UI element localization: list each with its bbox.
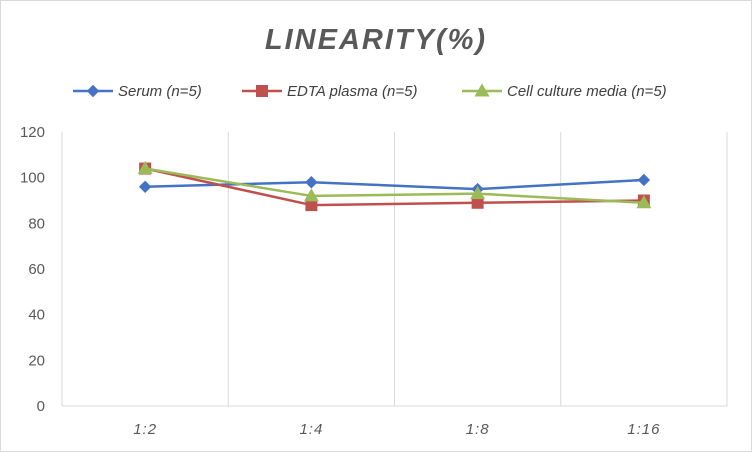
series-3	[137, 160, 652, 209]
y-tick-label: 0	[37, 398, 45, 415]
data-point	[636, 195, 652, 209]
chart-legend: Serum (n=5) EDTA plasma (n=5) Cell culture…	[73, 83, 667, 100]
legend-label: Cell culture media (n=5)	[507, 83, 667, 100]
y-tick-label: 120	[20, 124, 45, 141]
y-tick-label: 40	[28, 307, 45, 324]
series-line	[144, 167, 644, 207]
y-tick-label: 100	[20, 170, 45, 187]
data-point	[138, 180, 152, 194]
y-tick-label: 80	[28, 215, 45, 232]
y-tick-label: 20	[28, 352, 45, 369]
legend-item: EDTA plasma (n=5)	[242, 83, 417, 100]
legend-marker	[256, 85, 268, 97]
legend-label: Serum (n=5)	[118, 83, 202, 100]
y-tick-label: 60	[28, 261, 45, 278]
data-point	[137, 160, 153, 174]
series-layer	[137, 160, 652, 212]
legend-label: EDTA plasma (n=5)	[287, 83, 417, 100]
legend-item: Serum (n=5)	[73, 83, 202, 100]
data-point	[470, 186, 486, 200]
legend-marker	[86, 84, 100, 98]
data-point	[305, 176, 318, 189]
x-tick-label: 1:16	[627, 421, 660, 438]
data-point	[637, 173, 651, 187]
x-tick-label: 1:4	[299, 421, 323, 438]
series-line	[145, 178, 644, 191]
data-point	[303, 188, 319, 202]
axes: 0 20 40 60 80 100 120 1:2 1:4 1:8 1:16	[20, 124, 727, 438]
chart-title: LINEARITY(%)	[265, 24, 487, 56]
x-tick-label: 1:2	[133, 421, 157, 438]
legend-marker	[474, 83, 490, 97]
series-line	[144, 167, 644, 205]
legend-item: Cell culture media (n=5)	[462, 83, 667, 100]
x-tick-label: 1:8	[466, 421, 490, 438]
grid-lines	[61, 132, 728, 406]
